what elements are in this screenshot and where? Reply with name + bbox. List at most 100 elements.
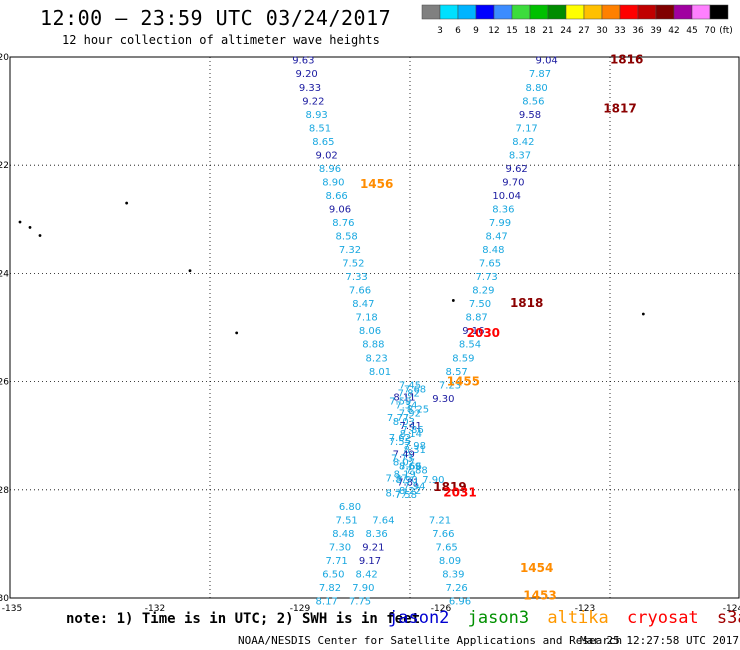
wave-height-label: 7.99: [489, 218, 511, 229]
wave-height-label: 8.96: [319, 164, 341, 175]
y-tick-label: -30: [0, 594, 9, 604]
pass-time-label: 2030: [467, 326, 500, 340]
wave-height-label: 7.32: [339, 245, 361, 256]
wave-height-label: 7.18: [356, 313, 378, 324]
wave-height-label: 8.90: [396, 475, 418, 486]
wave-height-label: 7.94: [403, 482, 425, 493]
wave-height-label: 8.47: [486, 232, 508, 243]
wave-height-label: 9.04: [536, 56, 558, 67]
pass-time-label: 1453: [523, 588, 556, 602]
island-marker: [125, 201, 129, 205]
y-tick-label: -24: [0, 269, 9, 279]
wave-height-label: 8.29: [472, 286, 494, 297]
wave-height-label: 8.58: [336, 232, 358, 243]
colorbar-tick-label: 18: [524, 26, 536, 36]
colorbar-tick-label: 12: [488, 26, 499, 36]
wave-height-label: 8.11: [393, 392, 415, 403]
wave-height-label: 9.06: [329, 204, 351, 215]
pass-time-label: 2031: [443, 486, 476, 500]
y-tick-label: -26: [0, 378, 9, 388]
wave-height-label: 7.23: [439, 380, 461, 391]
wave-height-label: 7.88: [405, 466, 427, 477]
wave-height-label: 7.68: [404, 384, 426, 395]
credit-line: NOAA/NESDIS Center for Satellite Applica…: [238, 634, 623, 647]
wave-height-label: 7.58: [395, 490, 417, 501]
island-marker: [235, 331, 239, 335]
legend-entry-cryosat: cryosat: [627, 608, 699, 628]
wave-height-label: 7.26: [446, 583, 468, 594]
chart-plot-area: -20 -22 -24 -26 -28 -30-135 -132 -129 -126 -123 -1…: [0, 53, 740, 612]
wave-height-label: 9.58: [519, 110, 541, 121]
wave-height-label: 8.06: [359, 326, 381, 337]
wave-height-label: 6.50: [322, 570, 344, 581]
wave-height-label: 7.98: [404, 441, 426, 452]
wave-height-label: 7.90: [352, 583, 374, 594]
legend-entry-jason3: jason3: [467, 608, 530, 628]
colorbar-tick-label: 36: [632, 26, 644, 36]
wave-height-label: 9.30: [432, 394, 454, 405]
wave-height-label: 8.39: [442, 570, 464, 581]
wave-height-label: 6.96: [449, 597, 471, 608]
wave-height-label: 8.09: [439, 556, 461, 567]
wave-height-label: 8.59: [452, 353, 474, 364]
wave-height-label: 9.70: [502, 177, 524, 188]
wave-height-label: 8.87: [466, 313, 488, 324]
island-marker: [641, 312, 645, 316]
wave-height-label: 7.37: [386, 474, 408, 485]
wave-height-label: 8.01: [369, 367, 391, 378]
x-tick-label: -135: [2, 604, 22, 612]
wave-height-label: 7.71: [326, 556, 348, 567]
wave-height-label: 8.14: [400, 429, 422, 440]
wave-height-label: 9.16: [462, 326, 484, 337]
colorbar-tick-label: 15: [506, 26, 517, 36]
wave-height-label: 7.90: [422, 475, 444, 486]
x-tick-label: -123: [575, 604, 595, 612]
footnote: note: 1) Time is in UTC; 2) SWH is in fe…: [66, 611, 421, 627]
wave-height-label: 7.75: [349, 597, 371, 608]
island-marker: [451, 299, 455, 302]
wave-height-label: 8.36: [492, 204, 514, 215]
wave-height-label: 8.90: [322, 177, 344, 188]
wave-height-label: 9.17: [359, 556, 381, 567]
colorbar-tick-label: 42: [668, 26, 679, 36]
pass-time-label: 1454: [520, 561, 553, 575]
wave-height-label: 8.80: [526, 83, 548, 94]
wave-height-label: 7.50: [469, 299, 491, 310]
wave-height-label: 7.41: [400, 421, 422, 432]
colorbar-tick-label: 27: [578, 26, 589, 36]
colorbar-unit: (ft): [719, 26, 733, 36]
wave-height-label: 9.20: [296, 69, 318, 80]
pass-time-label: 1456: [360, 177, 393, 191]
colorbar-tick-label: 6: [455, 26, 461, 36]
wave-height-label: 8.57: [446, 367, 468, 378]
wave-height-label: 8.31: [404, 445, 426, 456]
wave-height-label: 8.48: [332, 529, 354, 540]
wave-height-label: 7.87: [529, 69, 551, 80]
wave-height-label: 10.04: [492, 191, 521, 202]
wave-height-label: 8.37: [509, 150, 531, 161]
wave-height-label: 8.48: [482, 245, 504, 256]
island-marker: [188, 269, 192, 273]
wave-height-label: 8.17: [316, 597, 338, 608]
wave-height-label: 7.77: [387, 413, 409, 424]
pass-time-label: 1817: [603, 101, 636, 115]
y-tick-label: -20: [0, 53, 9, 63]
wave-height-label: 8.36: [366, 529, 388, 540]
island-marker: [28, 226, 32, 229]
wave-height-label: 7.49: [393, 449, 415, 460]
wave-height-label: 8.42: [512, 137, 534, 148]
colorbar-tick-label: 39: [650, 26, 662, 36]
colorbar-tick-label: 3: [437, 26, 443, 36]
wave-height-label: 7.52: [342, 259, 364, 270]
wave-height-label: 7.21: [429, 516, 451, 527]
colorbar-tick-label: 21: [542, 26, 553, 36]
wave-height-label: 8.23: [366, 353, 388, 364]
pass-time-label: 1816: [610, 53, 643, 67]
wave-height-label: 7.34: [395, 401, 417, 412]
wave-height-label: 7.73: [391, 453, 413, 464]
wave-height-label: 9.02: [316, 150, 338, 161]
colorbar-tick-label: 9: [473, 26, 479, 36]
wave-height-label: 8.66: [326, 191, 348, 202]
wave-height-label: 7.81: [397, 478, 419, 489]
island-marker: [38, 234, 42, 237]
